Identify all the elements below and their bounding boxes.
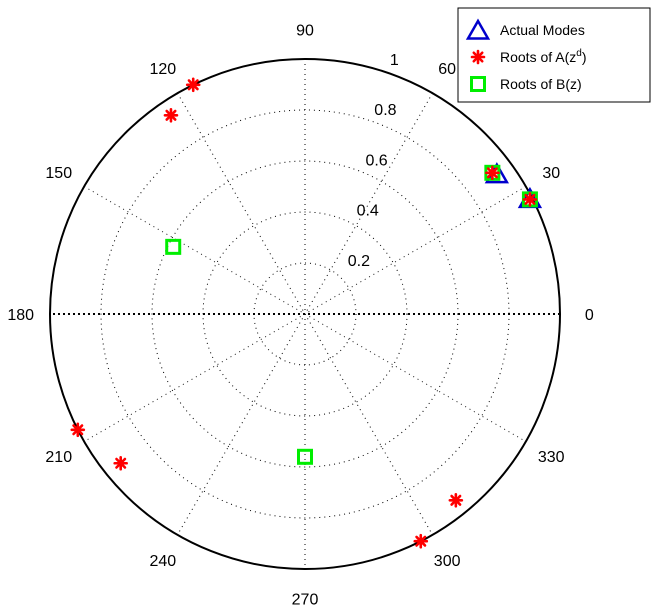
angle-tick-label-120: 120 bbox=[149, 61, 176, 78]
grid-circle-0-6 bbox=[151, 160, 459, 468]
legend-entry-roots-b: Roots of B(z) bbox=[500, 76, 582, 92]
radius-tick-label-0-8: 0.8 bbox=[374, 102, 396, 119]
legend-entry-roots-a-suffix: ) bbox=[582, 49, 587, 65]
grid-circle-0-4 bbox=[202, 211, 408, 417]
marker-asterisk-6 bbox=[413, 533, 429, 549]
angle-tick-label-0: 0 bbox=[585, 307, 594, 324]
marker-asterisk-7 bbox=[448, 492, 464, 508]
legend-entry-actual-modes: Actual Modes bbox=[500, 22, 585, 38]
angle-tick-label-210: 210 bbox=[45, 449, 72, 466]
radius-tick-label-0-2: 0.2 bbox=[348, 253, 370, 270]
marker-square-2 bbox=[165, 238, 182, 255]
legend-box bbox=[457, 7, 651, 103]
marker-square-3 bbox=[297, 448, 313, 465]
angle-tick-label-90: 90 bbox=[296, 23, 314, 40]
marker-asterisk-4 bbox=[70, 422, 86, 438]
angle-tick-label-330: 330 bbox=[538, 449, 565, 466]
angle-tick-label-240: 240 bbox=[149, 553, 176, 570]
tick-labels: 0 30 60 90 120 150 180 210 240 270 300 330 0.2 0.4 0.6… bbox=[7, 23, 594, 609]
data-markers bbox=[70, 77, 543, 549]
angle-tick-label-180: 180 bbox=[7, 307, 34, 324]
angle-tick-label-150: 150 bbox=[45, 165, 72, 182]
legend-marker-square bbox=[470, 76, 486, 92]
grid-circle-0-8 bbox=[100, 109, 510, 519]
marker-asterisk-2 bbox=[185, 77, 201, 93]
grid-circle-0-2 bbox=[253, 262, 357, 366]
legend-entry-roots-a-text: Roots of A(z bbox=[500, 49, 576, 65]
legend-entry-roots-a: Roots of A(zd) bbox=[500, 48, 587, 65]
marker-asterisk-0 bbox=[522, 192, 538, 207]
marker-asterisk-1 bbox=[485, 165, 500, 181]
spoke-line-150 bbox=[83, 186, 527, 442]
angle-tick-label-30: 30 bbox=[542, 165, 560, 182]
marker-asterisk-5 bbox=[113, 455, 128, 471]
outer-circle bbox=[49, 58, 561, 570]
radius-tick-label-0-6: 0.6 bbox=[365, 152, 387, 169]
angle-tick-label-60: 60 bbox=[438, 61, 456, 78]
radius-tick-label-1: 1 bbox=[390, 52, 399, 69]
legend: Actual Modes Roots of A(zd) Roots of B(z… bbox=[457, 7, 651, 103]
polar-grid bbox=[49, 58, 561, 570]
legend-marker-triangle bbox=[465, 18, 491, 40]
legend-marker-asterisk bbox=[470, 49, 486, 65]
legend-markers bbox=[465, 18, 491, 92]
angle-tick-label-300: 300 bbox=[434, 553, 461, 570]
radius-tick-label-0-4: 0.4 bbox=[357, 203, 379, 220]
marker-asterisk-3 bbox=[163, 107, 179, 123]
angle-tick-label-270: 270 bbox=[292, 591, 319, 608]
legend-entry-roots-a-superscript: d bbox=[576, 48, 582, 59]
